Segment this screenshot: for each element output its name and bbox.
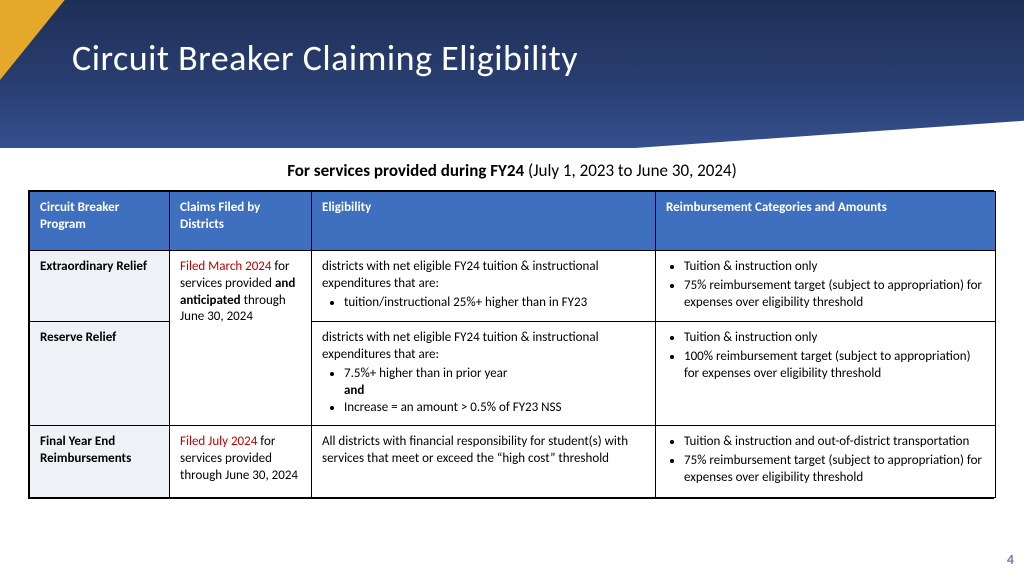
white-wedge <box>504 118 1024 148</box>
slide: Circuit Breaker Claiming Eligibility For… <box>0 0 1024 576</box>
elig-sublist: tuition/instructional 25%+ higher than i… <box>322 295 645 312</box>
program-cell: Reserve Relief <box>30 322 170 425</box>
subhead-rest: (July 1, 2023 to June 30, 2024) <box>524 160 737 181</box>
accent-triangle <box>0 0 73 148</box>
reimb-bullet: Tuition & instruction only <box>684 330 985 347</box>
elig-sublist: 7.5%+ higher than in prior year and Incr… <box>322 366 645 417</box>
eligibility-table-wrap: Circuit Breaker Program Claims Filed by … <box>28 190 994 499</box>
reimb-list: Tuition & instruction only 100% reimburs… <box>666 330 985 383</box>
subhead-bold: For services provided during FY24 <box>287 160 524 181</box>
col-header-program: Circuit Breaker Program <box>30 192 170 251</box>
reimb-bullet: 100% reimbursement target (subject to ap… <box>684 349 985 383</box>
table-row: Final Year End Reimbursements Filed July… <box>30 425 996 497</box>
claims-cell-merged: Filed March 2024 for services provided a… <box>170 250 312 425</box>
program-cell: Final Year End Reimbursements <box>30 425 170 497</box>
col-header-eligibility: Eligibility <box>312 192 656 251</box>
eligibility-table: Circuit Breaker Program Claims Filed by … <box>29 191 996 498</box>
reimb-list: Tuition & instruction and out-of-distric… <box>666 434 985 487</box>
program-cell: Extraordinary Relief <box>30 250 170 322</box>
eligibility-cell: districts with net eligible FY24 tuition… <box>312 250 656 322</box>
claims-red-text: Filed July 2024 <box>180 434 257 449</box>
col-header-claims: Claims Filed by Districts <box>170 192 312 251</box>
eligibility-cell: districts with net eligible FY24 tuition… <box>312 322 656 425</box>
table-row: Extraordinary Relief Filed March 2024 fo… <box>30 250 996 322</box>
slide-title: Circuit Breaker Claiming Eligibility <box>72 36 578 80</box>
eligibility-cell: All districts with financial responsibil… <box>312 425 656 497</box>
elig-lead: districts with net eligible FY24 tuition… <box>322 330 599 362</box>
reimb-bullet: Tuition & instruction only <box>684 259 985 276</box>
page-number: 4 <box>1007 551 1014 568</box>
elig-bullet: tuition/instructional 25%+ higher than i… <box>344 295 645 312</box>
elig-bullet: 7.5%+ higher than in prior year and <box>344 366 645 400</box>
reimb-bullet: 75% reimbursement target (subject to app… <box>684 278 985 312</box>
reimbursement-cell: Tuition & instruction only 100% reimburs… <box>656 322 996 425</box>
reimb-list: Tuition & instruction only 75% reimburse… <box>666 259 985 312</box>
claims-red-text: Filed March 2024 <box>180 259 271 274</box>
elig-bullet: Increase = an amount > 0.5% of FY23 NSS <box>344 400 645 417</box>
claims-cell: Filed July 2024 for services provided th… <box>170 425 312 497</box>
elig-and: and <box>344 383 364 398</box>
reimb-bullet: 75% reimbursement target (subject to app… <box>684 453 985 487</box>
subhead: For services provided during FY24 (July … <box>0 160 1024 181</box>
reimbursement-cell: Tuition & instruction and out-of-distric… <box>656 425 996 497</box>
reimb-bullet: Tuition & instruction and out-of-distric… <box>684 434 985 451</box>
col-header-reimbursement: Reimbursement Categories and Amounts <box>656 192 996 251</box>
elig-lead: districts with net eligible FY24 tuition… <box>322 259 599 291</box>
table-header-row: Circuit Breaker Program Claims Filed by … <box>30 192 996 251</box>
reimbursement-cell: Tuition & instruction only 75% reimburse… <box>656 250 996 322</box>
